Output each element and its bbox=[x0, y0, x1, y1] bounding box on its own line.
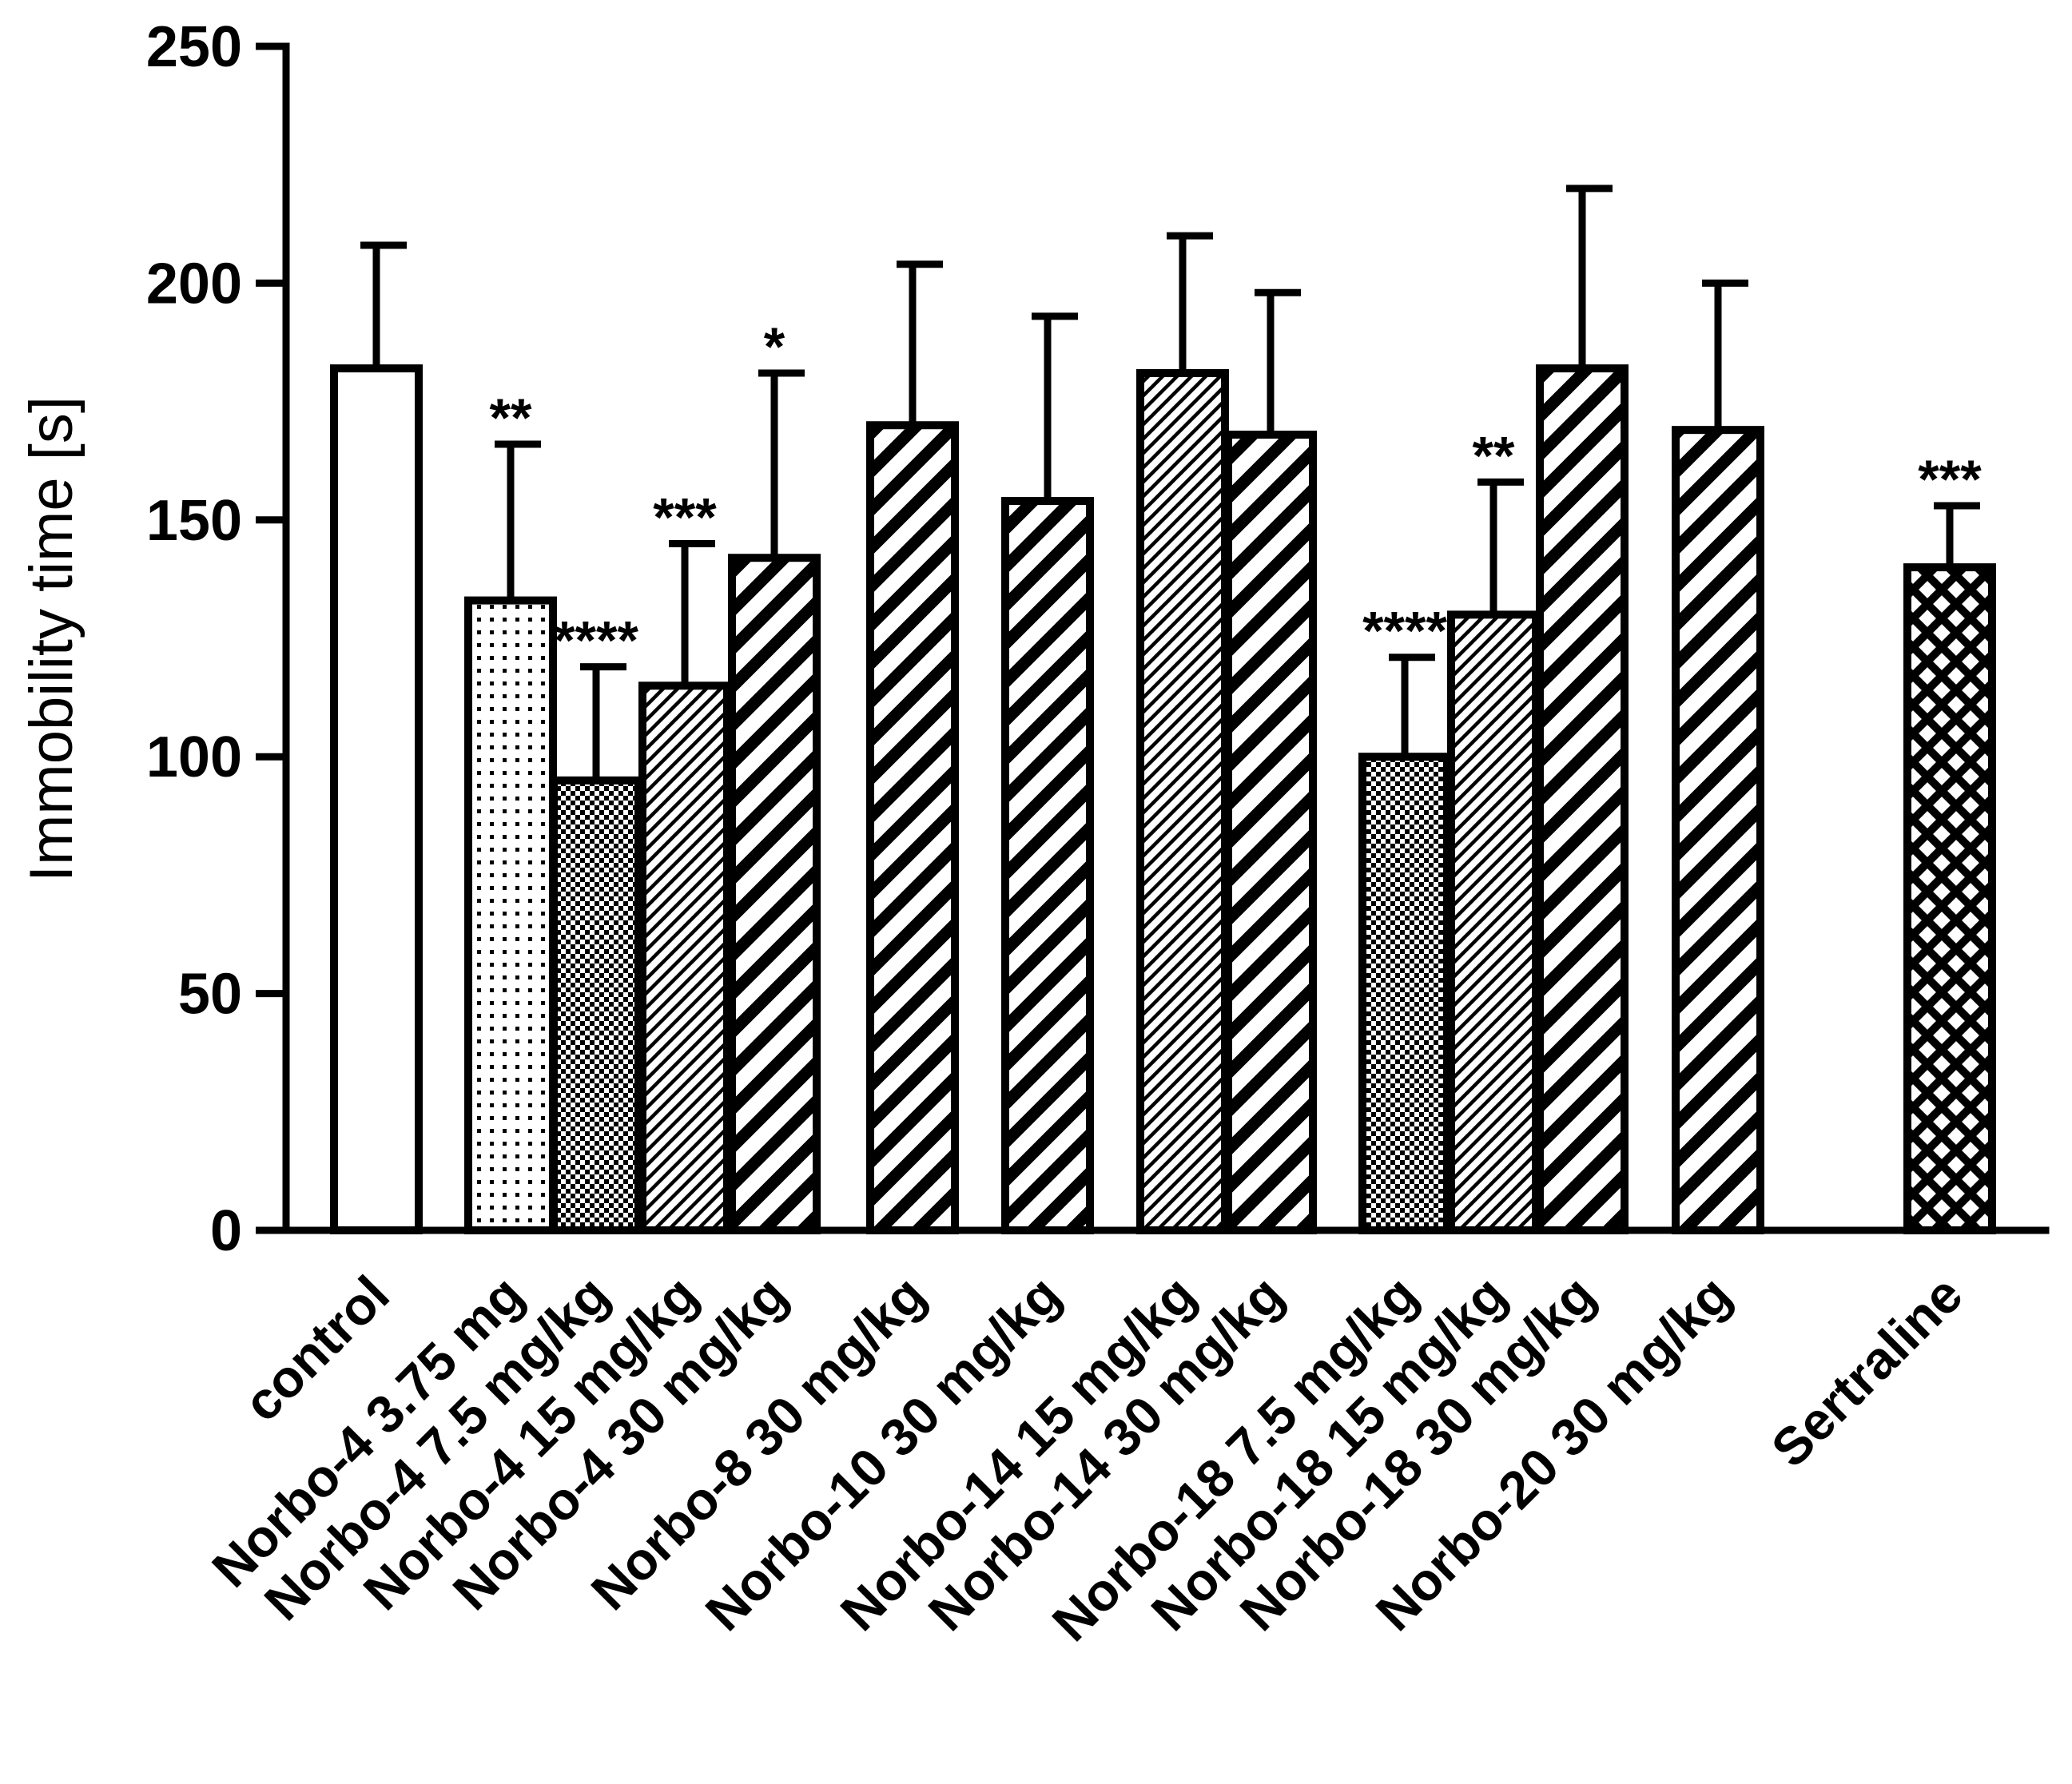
bar-13 bbox=[1672, 426, 1764, 1234]
error-bar bbox=[897, 260, 943, 426]
error-bar bbox=[1566, 185, 1613, 369]
bar-2 bbox=[464, 596, 557, 1234]
error-bar bbox=[1389, 654, 1435, 757]
error-bar bbox=[360, 241, 407, 369]
bar-3 bbox=[550, 776, 642, 1234]
error-bar bbox=[1167, 232, 1213, 374]
significance-label: **** bbox=[1362, 601, 1447, 662]
significance-label: ** bbox=[1473, 425, 1515, 486]
bar-11 bbox=[1447, 610, 1540, 1234]
y-tick-label: 200 bbox=[146, 252, 242, 316]
error-bar bbox=[1702, 279, 1748, 431]
y-tick-label: 100 bbox=[146, 725, 242, 789]
error-bar bbox=[758, 369, 805, 558]
error-bar bbox=[1032, 312, 1078, 502]
bars-group bbox=[330, 364, 1996, 1235]
bar-7 bbox=[1001, 497, 1094, 1234]
y-tick-label: 250 bbox=[146, 15, 242, 79]
bar-12 bbox=[1536, 364, 1629, 1234]
y-tick-label: 150 bbox=[146, 489, 242, 553]
significance-label: *** bbox=[653, 487, 717, 547]
axes-group: 0 50 100 150 200 250 bbox=[146, 15, 2050, 1263]
y-tick-label: 0 bbox=[210, 1199, 242, 1263]
y-axis-title: Immobility time [s] bbox=[18, 396, 86, 882]
error-bars-group bbox=[360, 185, 1980, 781]
significance-label: * bbox=[764, 316, 785, 377]
bar-8 bbox=[1136, 369, 1229, 1235]
bar-14 bbox=[1903, 563, 1996, 1234]
bar-10 bbox=[1358, 753, 1451, 1234]
significance-label: ** bbox=[490, 387, 532, 448]
error-bar bbox=[1255, 288, 1301, 435]
error-bar bbox=[495, 440, 541, 601]
bar-9 bbox=[1224, 431, 1317, 1234]
error-bar bbox=[1934, 502, 1980, 568]
error-bar bbox=[669, 539, 715, 686]
bar-6 bbox=[866, 421, 959, 1234]
significance-label: **** bbox=[554, 610, 638, 671]
y-tick-label: 50 bbox=[178, 963, 242, 1027]
error-bar bbox=[580, 663, 626, 781]
bar-4 bbox=[638, 681, 731, 1234]
significance-group: **************** *** bbox=[490, 316, 1983, 671]
bar-5 bbox=[728, 554, 821, 1234]
bar-1 bbox=[330, 364, 423, 1234]
error-bar bbox=[1477, 478, 1524, 615]
significance-label: *** bbox=[1918, 449, 1982, 510]
x-tick-label: Sertraline bbox=[1760, 1265, 1974, 1479]
